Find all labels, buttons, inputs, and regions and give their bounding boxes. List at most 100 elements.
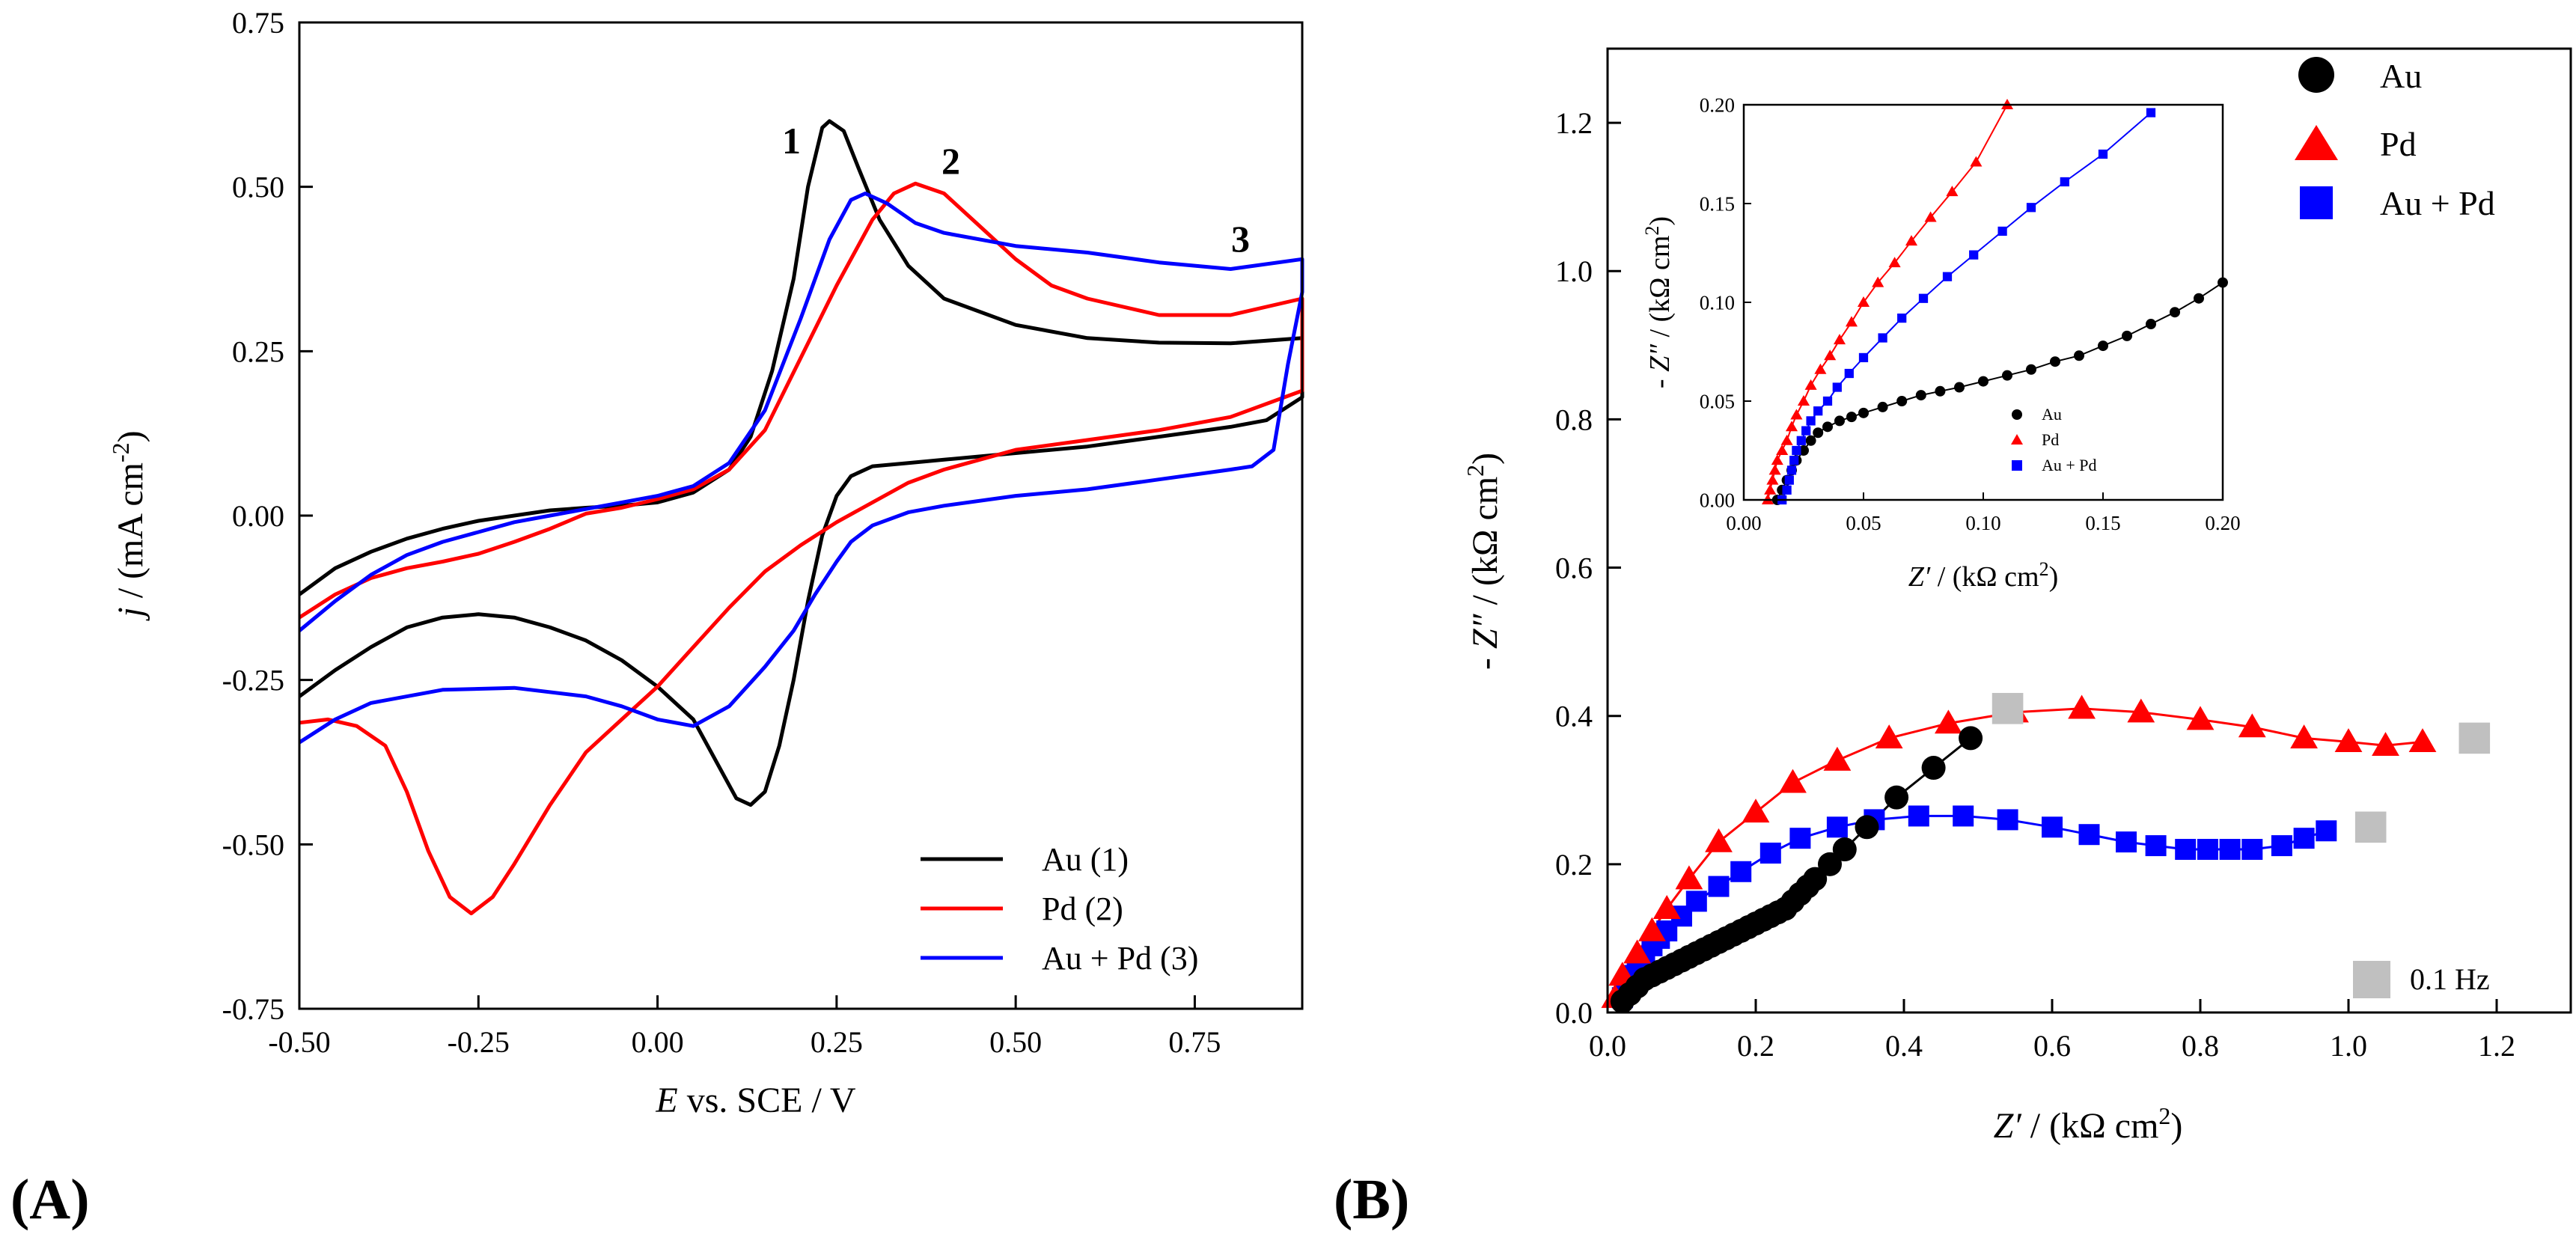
inset-point-au bbox=[2026, 364, 2036, 375]
chart-b-point-au-pd bbox=[2042, 816, 2063, 838]
inset-x-axis: 0.00 0.05 0.10 0.15 0.20 bbox=[1726, 492, 2241, 534]
chart-b-y-tick-label: 0.4 bbox=[1555, 700, 1593, 733]
chart-b-point-pd bbox=[2290, 724, 2318, 749]
chart-b-y-tick-label: 1.2 bbox=[1555, 106, 1593, 140]
inset-point-au-pd bbox=[1897, 313, 1907, 323]
inset-point-au bbox=[1978, 376, 1989, 387]
chart-b-point-au-pd bbox=[2175, 839, 2197, 861]
chart-b-point-pd bbox=[2068, 694, 2096, 719]
inset-point-au-pd bbox=[1969, 250, 1979, 260]
chart-b-point-pd bbox=[1623, 939, 1651, 964]
curve-label-2: 2 bbox=[941, 140, 960, 182]
inset-point-pd bbox=[1970, 156, 1983, 167]
legend-label-aupd: Au + Pd (3) bbox=[1042, 940, 1198, 977]
chart-b-point-pd bbox=[1652, 895, 1681, 919]
chart-b-point-pd bbox=[1935, 709, 1962, 734]
legend-marker-au bbox=[2298, 57, 2334, 93]
chart-b-point-au bbox=[1921, 756, 1946, 781]
inset-point-pd bbox=[1797, 395, 1810, 406]
inset-point-pd bbox=[1888, 257, 1901, 268]
inset-y-tick-label: 0.05 bbox=[1700, 390, 1735, 412]
chart-a-y-axis-title: j / (mA cm-2) bbox=[107, 430, 150, 621]
inset-y-tick-label: 0.10 bbox=[1700, 291, 1735, 314]
chart-b-point-au-pd bbox=[2078, 824, 2100, 846]
inset-point-au bbox=[2146, 319, 2156, 330]
chart-b-point-au bbox=[1803, 867, 1828, 891]
chart-b-point-0-1-hz bbox=[2459, 722, 2491, 754]
legend-label-pd: Pd (2) bbox=[1042, 891, 1123, 927]
inset-x-tick-label: 0.20 bbox=[2205, 512, 2240, 534]
inset-point-au-pd bbox=[2060, 177, 2069, 187]
chart-b-point-au-pd bbox=[1730, 861, 1752, 882]
chart-b-y-axis-title: - Z″ / (kΩ cm2) bbox=[1462, 453, 1505, 670]
inset-point-au-pd bbox=[1784, 475, 1794, 485]
inset-point-pd bbox=[1845, 316, 1858, 327]
legend-label-au: Au bbox=[2380, 57, 2422, 95]
chart-a-legend: Au (1) Pd (2) Au + Pd (3) bbox=[921, 841, 1198, 977]
chart-b: 0.0 0.2 0.4 0.6 0.8 1.0 1.2 0.0 0.2 0.4 0.6 0.8 1.0… bbox=[1462, 47, 2572, 1146]
inset-point-au-pd bbox=[2026, 203, 2036, 213]
chart-a: -0.50 -0.25 0.00 0.25 0.50 0.75 -0.75-0.50-0.… bbox=[107, 6, 1304, 1120]
chart-a-y-tick-label: -0.50 bbox=[222, 828, 284, 861]
inset-point-pd bbox=[1804, 379, 1817, 390]
inset-point-au bbox=[1935, 385, 1946, 397]
chart-b-point-pd bbox=[2408, 728, 2437, 753]
legend-marker-aupd bbox=[2300, 186, 2333, 219]
chart-a-x-tick-label: 0.25 bbox=[811, 1025, 863, 1059]
inset-point-au-pd bbox=[1789, 456, 1799, 465]
inset-point-pd bbox=[1768, 464, 1781, 475]
inset-points bbox=[1761, 99, 2228, 505]
inset-point-au-pd bbox=[1782, 485, 1792, 495]
inset-point-au bbox=[1834, 415, 1845, 427]
chart-a-y-tick-label: 0.00 bbox=[232, 499, 284, 533]
inset-point-au-pd bbox=[1792, 445, 1801, 456]
inset-point-pd bbox=[1814, 363, 1827, 374]
chart-b-point-au bbox=[1832, 837, 1857, 862]
inset-point-au-pd bbox=[1801, 426, 1811, 436]
chart-b-inset: 0.00 0.05 0.10 0.15 0.20 0.00 0.05 0.10 0.15 0.2… bbox=[1641, 94, 2241, 593]
inset-point-au bbox=[2170, 307, 2180, 318]
inset-legend-marker-pd bbox=[2011, 434, 2023, 445]
inset-legend-label-pd: Pd bbox=[2042, 430, 2059, 449]
inset-x-tick-label: 0.05 bbox=[1846, 512, 1881, 534]
chart-a-curves bbox=[298, 119, 1304, 916]
chart-b-point-au-pd bbox=[2145, 835, 2167, 857]
inset-point-au bbox=[1822, 421, 1833, 433]
inset-y-tick-label: 0.00 bbox=[1700, 489, 1735, 511]
inset-point-pd bbox=[1785, 421, 1798, 432]
chart-b-point-pd bbox=[2372, 732, 2399, 757]
inset-point-au-pd bbox=[1844, 368, 1854, 379]
inset-y-axis-title: - Z″ / (kΩ cm2) bbox=[1641, 216, 1676, 388]
chart-a-y-tick-label: -0.25 bbox=[222, 664, 284, 697]
chart-b-x-tick-label: 1.2 bbox=[2478, 1029, 2515, 1063]
inset-point-au bbox=[1877, 401, 1888, 412]
panel-label-a: (A) bbox=[10, 1168, 90, 1231]
chart-b-point-au bbox=[1884, 785, 1909, 810]
chart-b-point-au-pd bbox=[2219, 839, 2241, 861]
inset-point-au-pd bbox=[1997, 226, 2007, 236]
inset-point-au-pd bbox=[1858, 352, 1869, 363]
chart-b-x-tick-label: 0.4 bbox=[1885, 1029, 1923, 1063]
chart-b-point-au-pd bbox=[1789, 828, 1811, 849]
chart-b-y-tick-label: 0.6 bbox=[1555, 552, 1593, 585]
chart-b-point-au-pd bbox=[1708, 876, 1730, 897]
chart-b-point-au-pd bbox=[2316, 820, 2337, 842]
chart-a-x-tick-label: 0.75 bbox=[1168, 1025, 1221, 1059]
inset-point-au-pd bbox=[1822, 396, 1833, 406]
inset-point-pd bbox=[1924, 211, 1937, 222]
series-line-aupd bbox=[298, 192, 1304, 745]
chart-a-x-tick-label: 0.50 bbox=[989, 1025, 1042, 1059]
chart-b-point-au-pd bbox=[1953, 805, 1974, 827]
chart-b-point-pd bbox=[1779, 769, 1807, 793]
inset-point-au bbox=[1858, 407, 1869, 418]
chart-b-point-au bbox=[1855, 815, 1879, 840]
inset-point-au bbox=[1954, 382, 1965, 393]
chart-b-x-tick-label: 1.0 bbox=[2330, 1029, 2367, 1063]
inset-fit-line-au bbox=[1776, 281, 2224, 501]
chart-b-point-au-pd bbox=[1908, 805, 1929, 827]
legend-label-au: Au (1) bbox=[1042, 841, 1129, 878]
inset-point-pd bbox=[1905, 235, 1918, 246]
chart-b-y-tick-label: 1.0 bbox=[1555, 254, 1593, 288]
chart-b-point-au bbox=[1818, 852, 1842, 876]
inset-point-pd bbox=[1790, 409, 1803, 420]
